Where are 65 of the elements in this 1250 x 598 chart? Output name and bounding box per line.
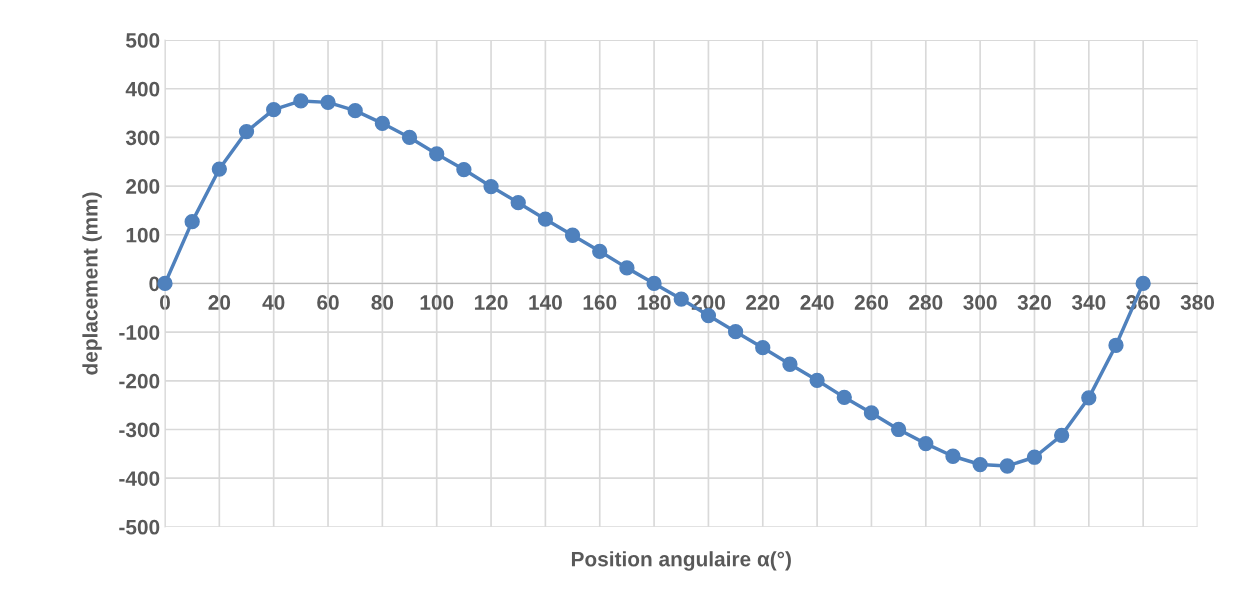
point [510, 195, 526, 211]
point [999, 458, 1015, 474]
y-tick-label: -400 [119, 471, 160, 486]
x-tick-label: 220 [746, 295, 780, 310]
x-tick-label: 240 [800, 295, 834, 310]
x-tick-label: 300 [963, 295, 997, 310]
y-axis-title: deplacement (mm) [82, 192, 102, 375]
point [836, 389, 852, 405]
point [374, 115, 391, 131]
point [401, 129, 418, 146]
y-tick-label: 100 [126, 227, 160, 243]
point [293, 93, 309, 109]
point [483, 178, 499, 195]
point [1081, 390, 1097, 406]
point [211, 161, 227, 177]
point [1135, 275, 1151, 292]
y-tick-label: -500 [119, 519, 160, 535]
y-tick-label: 300 [125, 130, 160, 146]
point [918, 435, 934, 452]
y-tick-label: -100 [119, 325, 160, 340]
x-tick-label: 380 [1180, 295, 1215, 310]
point [727, 324, 744, 340]
x-tick-label: 60 [317, 295, 339, 310]
point [184, 213, 200, 230]
point [592, 243, 608, 259]
y-tick-label: -200 [119, 373, 160, 389]
point [1054, 427, 1070, 443]
point [972, 456, 988, 473]
point [782, 356, 798, 372]
x-tick-label: 100 [420, 295, 454, 310]
x-tick-label: 120 [474, 295, 508, 310]
point [890, 421, 907, 438]
x-tick-label: 320 [1017, 295, 1051, 310]
y-tick-label: 400 [125, 81, 160, 97]
point [1108, 337, 1124, 353]
x-tick-label: 80 [371, 295, 394, 310]
point [564, 227, 581, 243]
point [347, 103, 363, 119]
x-tick-label: 340 [1071, 295, 1106, 310]
x-tick-label: 20 [208, 295, 231, 310]
point [320, 94, 336, 111]
point [646, 275, 662, 292]
x-tick-label: 160 [583, 295, 617, 310]
x-tick-label: 140 [529, 295, 562, 310]
point [266, 102, 282, 118]
y-tick-label: -300 [119, 422, 160, 438]
x-tick-label: 260 [854, 295, 888, 310]
point [673, 291, 689, 307]
x-tick-label: 280 [909, 295, 943, 310]
point [619, 260, 635, 276]
x-axis-title: Position angulaire α(°) [571, 551, 791, 571]
point [755, 340, 771, 356]
point [809, 372, 825, 388]
point [537, 211, 554, 227]
point [863, 405, 880, 421]
point [945, 448, 961, 464]
y-tick-label: 200 [126, 179, 160, 194]
point [456, 161, 472, 178]
point [429, 146, 445, 162]
x-tick-label: 40 [262, 295, 285, 310]
x-tick-label: 0 [160, 295, 170, 310]
y-tick-label: 500 [126, 33, 160, 48]
point [1026, 449, 1043, 465]
point [238, 123, 255, 140]
x-tick-label: 180 [638, 295, 671, 310]
